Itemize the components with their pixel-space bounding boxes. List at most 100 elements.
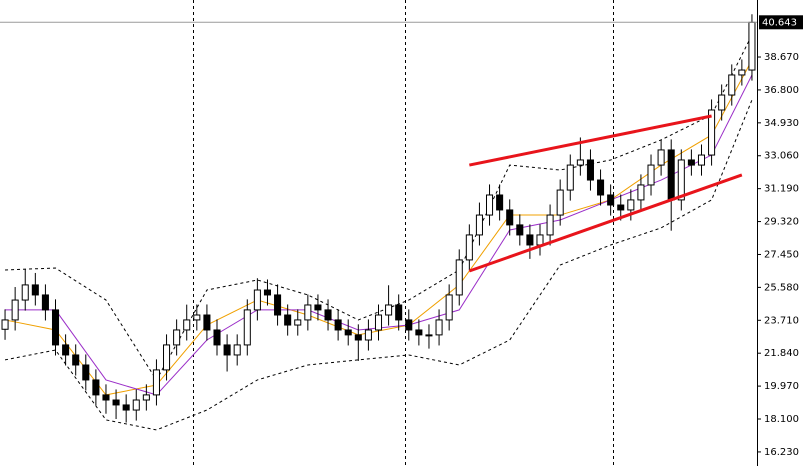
candle-body [657, 149, 665, 166]
candle-body [294, 319, 302, 326]
candle-body [748, 21, 756, 71]
candle-body [697, 154, 706, 166]
y-tick-label: 19.970 [764, 381, 799, 392]
candle-body [344, 329, 352, 336]
trendline [469, 114, 712, 167]
candle-body [122, 404, 130, 411]
candle-body [526, 234, 534, 246]
candle-body [31, 284, 39, 296]
candle-body [485, 194, 494, 216]
candle-body [102, 394, 110, 401]
candle-body [314, 304, 322, 311]
y-tick-label: 16.230 [764, 447, 799, 458]
candle-body [152, 369, 160, 396]
candle-body [92, 379, 100, 396]
candle-body [173, 329, 181, 346]
candle-body [72, 354, 80, 366]
candle-body [637, 184, 645, 201]
candle-body [284, 314, 292, 326]
candle-body [728, 74, 736, 96]
candle-body [536, 234, 544, 246]
candle-body [496, 194, 504, 211]
candle-body [163, 344, 171, 371]
candle-body [334, 319, 342, 331]
candle-body [556, 189, 564, 216]
candle-body [617, 204, 625, 211]
candle-body [304, 304, 312, 321]
candle-body [435, 319, 443, 336]
candle-body [112, 399, 120, 406]
candle-body [566, 164, 574, 191]
candle-body [445, 294, 453, 321]
candle-body [516, 224, 524, 236]
candle-body [263, 289, 272, 296]
candle-body [576, 159, 584, 166]
candle-body [586, 159, 594, 181]
candle-body [425, 334, 433, 337]
candles [1, 14, 756, 423]
y-tick-label: 38.670 [764, 52, 799, 63]
candle-body [708, 109, 716, 156]
candle-body [455, 259, 463, 296]
y-tick-label: 34.930 [764, 118, 799, 129]
y-tick-label: 23.710 [764, 315, 799, 326]
candle-body [415, 329, 423, 336]
candle-body [677, 159, 685, 201]
y-tick-label: 31.190 [764, 184, 799, 195]
candle-body [687, 159, 695, 166]
candle-body [354, 334, 362, 341]
band-line [5, 34, 753, 381]
y-tick-label: 33.060 [764, 151, 799, 162]
candle-body [546, 214, 554, 236]
band-line [4, 99, 753, 431]
y-tick-label: 36.800 [764, 85, 799, 96]
candle-body [627, 199, 635, 211]
candle-body [597, 179, 605, 196]
candle-body [667, 149, 675, 201]
moving-average [5, 74, 753, 396]
candle-body [395, 304, 403, 321]
candle-body [213, 329, 221, 346]
candle-body [41, 294, 49, 311]
last-price-box [759, 15, 803, 30]
candle-body [274, 294, 282, 316]
y-tick-label: 27.450 [764, 249, 799, 260]
y-tick-label: 18.100 [764, 414, 799, 425]
candle-body [364, 329, 372, 341]
candle-body [223, 344, 231, 356]
candle-body [21, 284, 29, 301]
candle-body [11, 299, 19, 321]
candle-body [253, 289, 261, 311]
candle-body [183, 319, 191, 331]
candle-body [51, 309, 60, 346]
trendline [468, 173, 743, 273]
candle-body [607, 194, 615, 206]
moving-average [4, 59, 753, 396]
candle-body [193, 314, 201, 321]
candle-body [738, 69, 746, 76]
candle-body [324, 309, 332, 321]
candle-body [647, 164, 655, 186]
candle-body [233, 344, 241, 356]
candle-body [405, 319, 413, 331]
candle-body [82, 364, 90, 381]
candle-body [203, 314, 211, 331]
candle-body [718, 94, 726, 111]
y-tick-label: 21.840 [764, 348, 799, 359]
candle-body [243, 309, 251, 346]
candle-body [374, 314, 383, 331]
candle-body [142, 394, 150, 401]
candle-body [62, 344, 70, 356]
candle-body [132, 399, 140, 411]
candle-body [465, 234, 473, 261]
candle-body [1, 319, 9, 330]
y-tick-label: 25.580 [764, 282, 799, 293]
last-price-label: 40.643 [762, 17, 797, 28]
y-tick-label: 29.320 [764, 217, 799, 228]
candle-body [475, 214, 483, 236]
candle-body [506, 209, 514, 226]
candle-body [385, 304, 393, 316]
